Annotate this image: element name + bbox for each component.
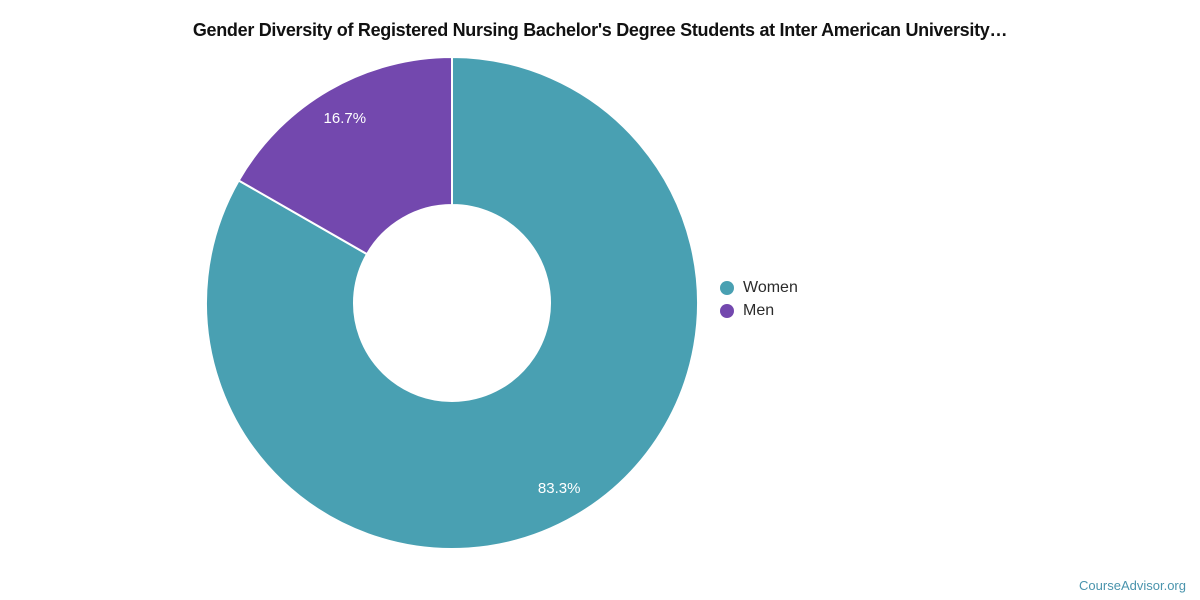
legend: Women Men xyxy=(720,279,798,320)
courseadvisor-link[interactable]: CourseAdvisor.org xyxy=(1079,578,1186,593)
slice-label-men: 16.7% xyxy=(324,110,367,127)
legend-label-men: Men xyxy=(743,302,775,319)
chart-title: Gender Diversity of Registered Nursing B… xyxy=(192,20,1008,40)
legend-label-women: Women xyxy=(743,279,798,296)
legend-swatch-women xyxy=(720,281,734,295)
legend-item-men[interactable]: Men xyxy=(720,302,798,320)
slice-men[interactable] xyxy=(237,56,453,256)
legend-swatch-men xyxy=(720,304,734,318)
slice-label-women: 83.3% xyxy=(538,480,581,497)
legend-item-women[interactable]: Women xyxy=(720,279,798,297)
slice-women[interactable] xyxy=(205,56,699,550)
